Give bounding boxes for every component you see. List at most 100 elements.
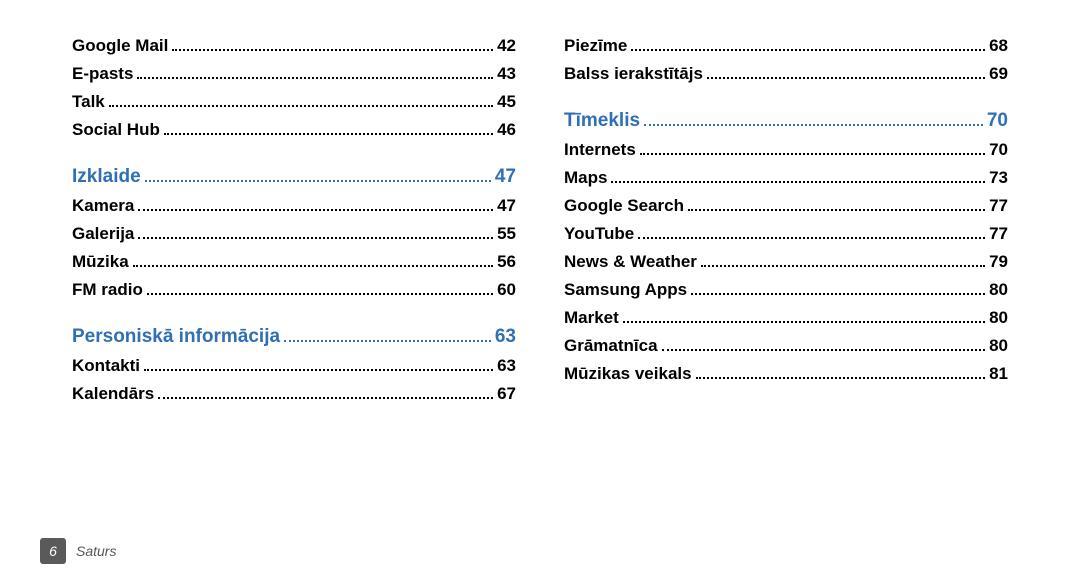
toc-leader-dots [137, 66, 493, 79]
toc-entry[interactable]: E-pasts 43 [72, 64, 516, 84]
toc-entry[interactable]: Internets 70 [564, 140, 1008, 160]
toc-label: Balss ierakstītājs [564, 64, 703, 84]
toc-page-number: 79 [989, 252, 1008, 272]
toc-page-number: 47 [497, 196, 516, 216]
toc-leader-dots [158, 386, 493, 399]
footer-label: Saturs [76, 543, 116, 559]
toc-label: Internets [564, 140, 636, 160]
toc-label: Kamera [72, 196, 134, 216]
toc-entry[interactable]: YouTube 77 [564, 224, 1008, 244]
toc-label: Talk [72, 92, 105, 112]
toc-page-number: 42 [497, 36, 516, 56]
toc-label: Samsung Apps [564, 280, 687, 300]
toc-leader-dots [144, 358, 493, 371]
toc-leader-dots [145, 169, 491, 182]
toc-leader-dots [631, 38, 985, 51]
toc-label: YouTube [564, 224, 634, 244]
toc-leader-dots [623, 310, 985, 323]
toc-page-number: 69 [989, 64, 1008, 84]
toc-leader-dots [701, 254, 985, 267]
toc-entry[interactable]: Grāmatnīca 80 [564, 336, 1008, 356]
toc-page-number: 67 [497, 384, 516, 404]
toc-page-number: 77 [989, 224, 1008, 244]
toc-entry[interactable]: Talk45 [72, 92, 516, 112]
toc-leader-dots [644, 113, 983, 126]
toc-entry[interactable]: Samsung Apps 80 [564, 280, 1008, 300]
page-number: 6 [49, 543, 57, 559]
toc-entry[interactable]: FM radio 60 [72, 280, 516, 300]
toc-label: Maps [564, 168, 607, 188]
toc-leader-dots [707, 66, 985, 79]
toc-label: Grāmatnīca [564, 336, 658, 356]
toc-leader-dots [688, 198, 985, 211]
toc-label: FM radio [72, 280, 143, 300]
toc-label: Galerija [72, 224, 134, 244]
toc-page-number: 70 [989, 140, 1008, 160]
toc-leader-dots [284, 329, 491, 342]
toc-entry[interactable]: Galerija 55 [72, 224, 516, 244]
toc-entry[interactable]: Kontakti 63 [72, 356, 516, 376]
toc-page-number: 73 [989, 168, 1008, 188]
toc-page-number: 60 [497, 280, 516, 300]
toc-leader-dots [109, 94, 493, 107]
toc-label: Google Search [564, 196, 684, 216]
toc-page-number: 81 [989, 364, 1008, 384]
toc-entry[interactable]: News & Weather79 [564, 252, 1008, 272]
toc-label: Google Mail [72, 36, 168, 56]
toc-page-number: 80 [989, 308, 1008, 328]
toc-column-left: Google Mail 42 E-pasts 43 Talk45 Social Hub 46… [72, 36, 516, 412]
toc-page-number: 63 [495, 326, 516, 348]
toc-label: Kontakti [72, 356, 140, 376]
toc-column-right: Piezīme68Balss ierakstītājs69Tīmeklis70I… [564, 36, 1008, 412]
toc-leader-dots [133, 254, 493, 267]
toc-label: E-pasts [72, 64, 133, 84]
toc-page-number: 80 [989, 280, 1008, 300]
toc-section-heading[interactable]: Personiskā informācija 63 [72, 326, 516, 348]
toc-leader-dots [611, 170, 985, 183]
toc-entry[interactable]: Piezīme 68 [564, 36, 1008, 56]
toc-entry[interactable]: Mūzikas veikals 81 [564, 364, 1008, 384]
toc-page-number: 46 [497, 120, 516, 140]
toc-label: Personiskā informācija [72, 326, 280, 348]
page: Google Mail 42 E-pasts 43 Talk45 Social Hub 46… [0, 0, 1080, 586]
toc-entry[interactable]: Social Hub 46 [72, 120, 516, 140]
toc-page-number: 80 [989, 336, 1008, 356]
toc-leader-dots [172, 38, 493, 51]
toc-label: Piezīme [564, 36, 627, 56]
toc-label: Market [564, 308, 619, 328]
toc-page-number: 56 [497, 252, 516, 272]
toc-leader-dots [638, 226, 985, 239]
toc-section-heading[interactable]: Izklaide 47 [72, 166, 516, 188]
toc-page-number: 55 [497, 224, 516, 244]
toc-entry[interactable]: Kalendārs 67 [72, 384, 516, 404]
toc-leader-dots [640, 142, 985, 155]
toc-page-number: 77 [989, 196, 1008, 216]
page-footer: 6 Saturs [40, 538, 116, 564]
toc-leader-dots [691, 282, 985, 295]
toc-label: Tīmeklis [564, 110, 640, 132]
toc-entry[interactable]: Mūzika 56 [72, 252, 516, 272]
toc-page-number: 68 [989, 36, 1008, 56]
toc-label: Mūzikas veikals [564, 364, 692, 384]
toc-page-number: 43 [497, 64, 516, 84]
toc-entry[interactable]: Market 80 [564, 308, 1008, 328]
toc-label: Mūzika [72, 252, 129, 272]
toc-leader-dots [662, 338, 986, 351]
toc-page-number: 47 [495, 166, 516, 188]
toc-entry[interactable]: Kamera 47 [72, 196, 516, 216]
toc-entry[interactable]: Balss ierakstītājs 69 [564, 64, 1008, 84]
toc-columns: Google Mail 42 E-pasts 43 Talk45 Social Hub 46… [72, 36, 1008, 412]
toc-label: Izklaide [72, 166, 141, 188]
toc-page-number: 63 [497, 356, 516, 376]
toc-leader-dots [696, 366, 986, 379]
toc-entry[interactable]: Google Search 77 [564, 196, 1008, 216]
toc-label: Social Hub [72, 120, 160, 140]
toc-leader-dots [138, 226, 493, 239]
toc-entry[interactable]: Google Mail 42 [72, 36, 516, 56]
page-number-badge: 6 [40, 538, 66, 564]
toc-section-heading[interactable]: Tīmeklis 70 [564, 110, 1008, 132]
toc-entry[interactable]: Maps 73 [564, 168, 1008, 188]
toc-leader-dots [138, 198, 493, 211]
toc-page-number: 70 [987, 110, 1008, 132]
toc-label: Kalendārs [72, 384, 154, 404]
